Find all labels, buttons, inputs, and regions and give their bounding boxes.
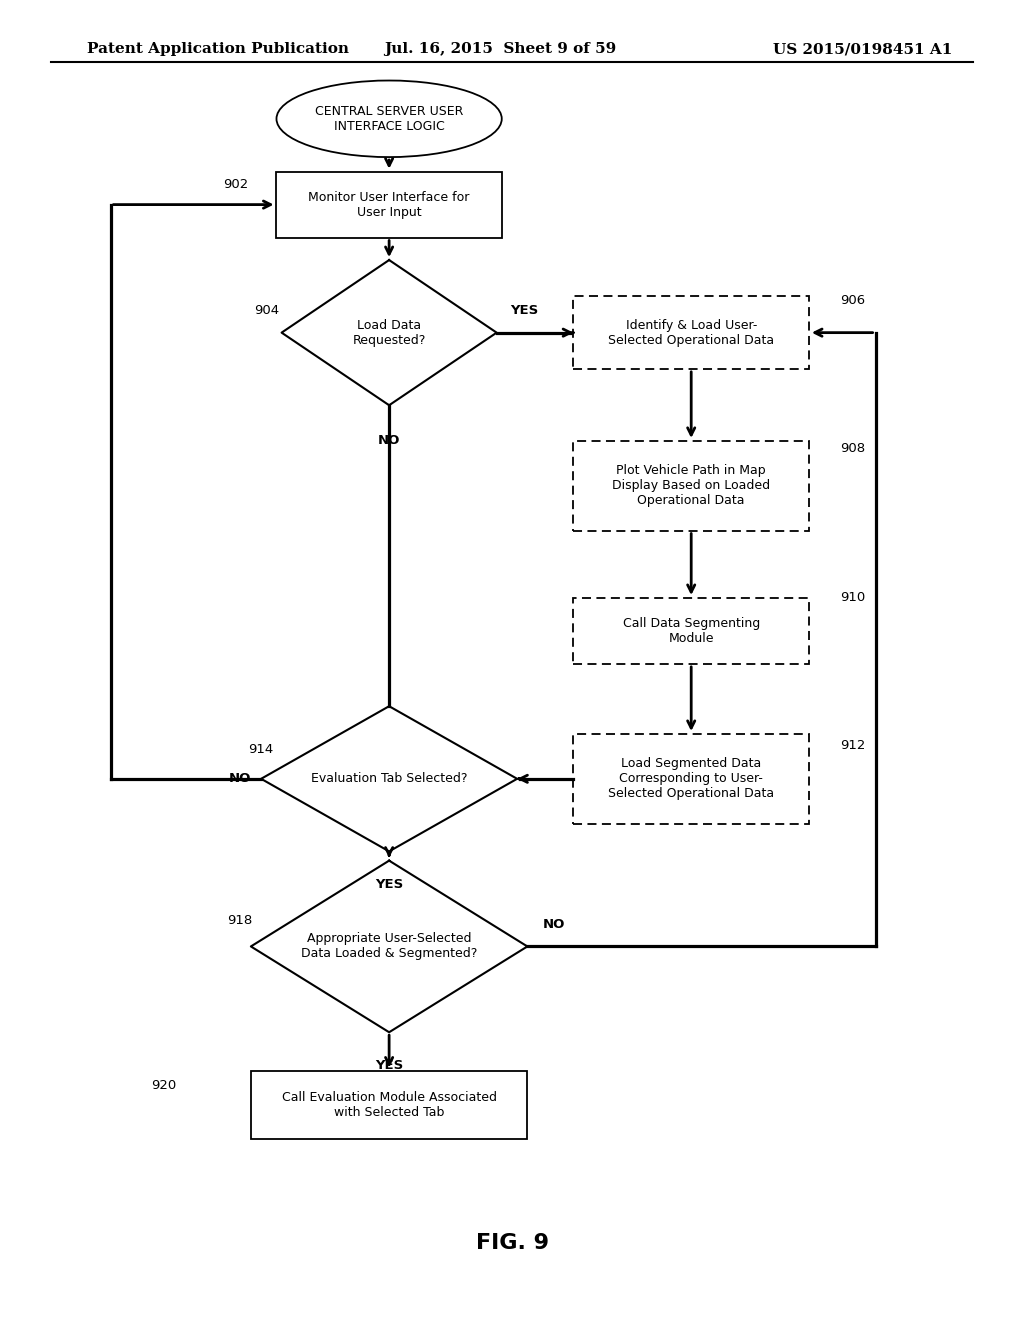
FancyBboxPatch shape — [573, 598, 809, 664]
Text: NO: NO — [543, 917, 565, 931]
Text: NO: NO — [228, 772, 251, 785]
Text: Patent Application Publication: Patent Application Publication — [87, 42, 349, 57]
Text: 920: 920 — [152, 1078, 177, 1092]
Text: Evaluation Tab Selected?: Evaluation Tab Selected? — [311, 772, 467, 785]
FancyBboxPatch shape — [573, 441, 809, 531]
Text: 912: 912 — [840, 739, 865, 752]
Text: Plot Vehicle Path in Map
Display Based on Loaded
Operational Data: Plot Vehicle Path in Map Display Based o… — [612, 465, 770, 507]
Text: Identify & Load User-
Selected Operational Data: Identify & Load User- Selected Operation… — [608, 318, 774, 347]
Text: Monitor User Interface for
User Input: Monitor User Interface for User Input — [308, 190, 470, 219]
FancyBboxPatch shape — [573, 296, 809, 368]
Text: NO: NO — [378, 434, 400, 447]
Text: 918: 918 — [227, 913, 253, 927]
Text: YES: YES — [511, 304, 539, 317]
FancyBboxPatch shape — [573, 734, 809, 824]
FancyBboxPatch shape — [276, 172, 502, 238]
Text: Load Segmented Data
Corresponding to User-
Selected Operational Data: Load Segmented Data Corresponding to Use… — [608, 758, 774, 800]
Text: Call Data Segmenting
Module: Call Data Segmenting Module — [623, 616, 760, 645]
Text: 906: 906 — [840, 294, 865, 308]
Text: Call Evaluation Module Associated
with Selected Tab: Call Evaluation Module Associated with S… — [282, 1090, 497, 1119]
Text: 904: 904 — [254, 304, 280, 317]
Text: 914: 914 — [248, 743, 273, 756]
Text: Load Data
Requested?: Load Data Requested? — [352, 318, 426, 347]
FancyBboxPatch shape — [251, 1071, 527, 1139]
Text: US 2015/0198451 A1: US 2015/0198451 A1 — [773, 42, 952, 57]
Text: YES: YES — [375, 878, 403, 891]
Text: YES: YES — [375, 1059, 403, 1072]
Text: Appropriate User-Selected
Data Loaded & Segmented?: Appropriate User-Selected Data Loaded & … — [301, 932, 477, 961]
Ellipse shape — [276, 81, 502, 157]
Text: CENTRAL SERVER USER
INTERFACE LOGIC: CENTRAL SERVER USER INTERFACE LOGIC — [315, 104, 463, 133]
Text: 902: 902 — [223, 178, 249, 191]
Text: 910: 910 — [840, 591, 865, 605]
Text: Jul. 16, 2015  Sheet 9 of 59: Jul. 16, 2015 Sheet 9 of 59 — [384, 42, 616, 57]
Text: 908: 908 — [840, 442, 865, 455]
Text: FIG. 9: FIG. 9 — [475, 1233, 549, 1254]
